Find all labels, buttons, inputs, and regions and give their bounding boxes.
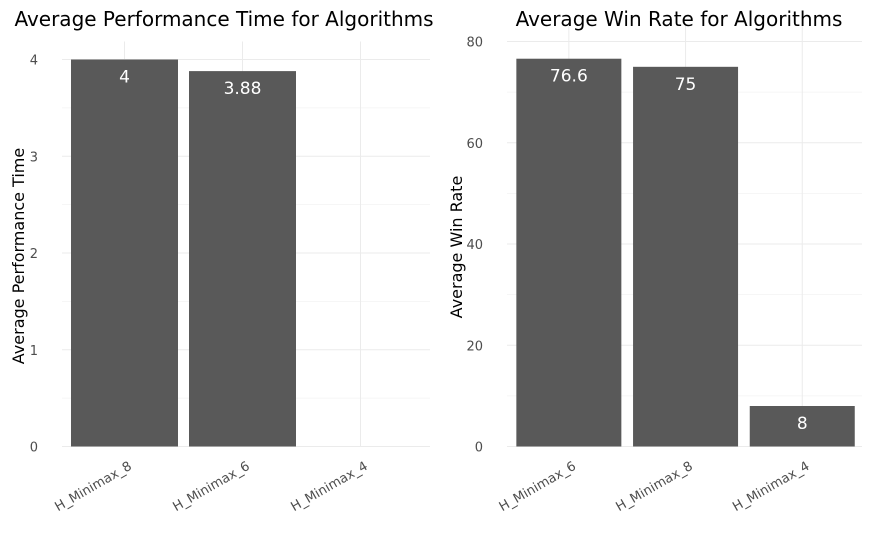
x-tick-label: H_Minimax_8: [52, 459, 134, 515]
bar-H_Minimax_6: [516, 58, 622, 447]
bar-H_Minimax_8: [633, 66, 739, 447]
chart-title: Average Win Rate for Algorithms: [516, 7, 843, 31]
chart-panel-2: 0 20 40 60 80 76.6 75 8 H_Minimax_6 H_Minimax_8 H_…: [447, 7, 862, 515]
y-tick-label: 40: [466, 238, 483, 253]
data-label: 4: [119, 68, 130, 88]
y-axis-label: Average Performance Time: [9, 148, 28, 364]
y-tick-label: 0: [30, 441, 38, 456]
x-tick-label: H_Minimax_4: [730, 459, 812, 515]
y-tick-label: 3: [30, 150, 38, 165]
chart-title: Average Performance Time for Algorithms: [14, 7, 433, 31]
x-tick-label: H_Minimax_6: [170, 459, 252, 515]
chart-panel-1: 0 1 2 3 4 4 3.88 H_Minimax_8 H_Minimax_6 H_Minima…: [9, 7, 434, 515]
y-tick-label: 2: [30, 247, 38, 262]
bar-H_Minimax_8: [71, 59, 178, 447]
y-tick-label: 0: [475, 441, 483, 456]
x-tick-label: H_Minimax_6: [497, 459, 579, 515]
y-tick-label: 80: [466, 36, 483, 51]
data-label: 3.88: [224, 79, 262, 99]
y-tick-label: 1: [30, 344, 38, 359]
data-label: 76.6: [550, 67, 588, 87]
y-tick-label: 4: [30, 54, 38, 69]
y-tick-label: 20: [466, 339, 483, 354]
data-label: 75: [675, 75, 697, 95]
bar-H_Minimax_4: [749, 406, 855, 447]
y-tick-label: 60: [466, 137, 483, 152]
y-axis-label: Average Win Rate: [447, 176, 466, 319]
x-tick-label: H_Minimax_4: [288, 459, 370, 515]
data-label: 8: [797, 414, 808, 434]
x-tick-label: H_Minimax_8: [614, 459, 696, 515]
bar-H_Minimax_6: [189, 71, 296, 447]
